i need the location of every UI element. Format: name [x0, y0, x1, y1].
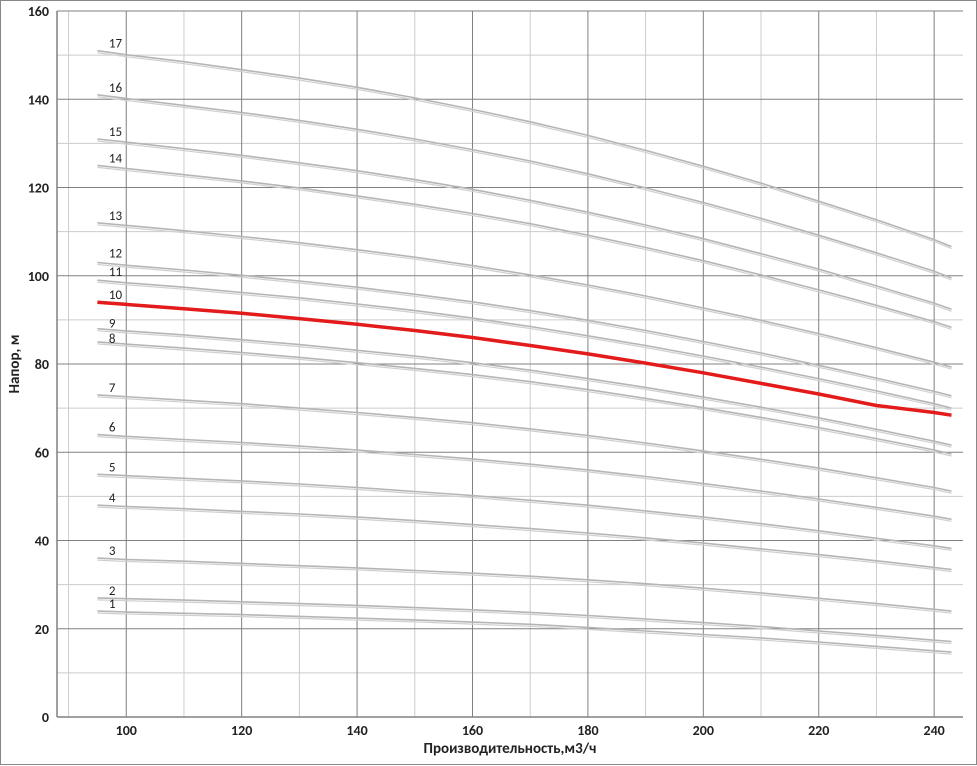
curve-shadow: [97, 600, 951, 644]
curve-shadow: [97, 141, 951, 311]
series-label: 17: [109, 37, 123, 52]
curve-shadow: [97, 97, 951, 280]
y-tick-label: 80: [35, 356, 49, 373]
series-label: 10: [109, 288, 123, 303]
series-label: 8: [109, 332, 116, 347]
series-label: 3: [109, 544, 116, 559]
series-label: 5: [109, 460, 116, 475]
y-tick-label: 160: [28, 3, 49, 20]
pump-curve: [97, 165, 951, 327]
series-label: 9: [109, 317, 116, 332]
x-tick-label: 200: [693, 722, 714, 739]
y-tick-label: 40: [35, 533, 49, 550]
series-label: 2: [109, 584, 116, 599]
x-tick-label: 100: [116, 722, 137, 739]
series-label: 7: [109, 381, 116, 396]
curve-shadow: [97, 437, 951, 522]
chart-container: 100 120 140 160 180 200 220 240 0 20 40 60 80 100 120 1…: [0, 0, 977, 765]
pump-curve: [97, 263, 951, 396]
series-label: 16: [109, 81, 123, 96]
pump-curve: [97, 598, 951, 642]
y-tick-label: 60: [35, 444, 49, 461]
series-label: 15: [109, 125, 122, 140]
y-tick-label: 20: [35, 621, 49, 638]
x-tick-label: 140: [346, 722, 367, 739]
series-label: 1: [109, 597, 116, 612]
pump-curve: [97, 395, 951, 491]
series-label: 14: [109, 151, 123, 166]
series-label: 6: [109, 421, 116, 436]
curve-shadow: [97, 507, 951, 571]
pump-curve: [97, 435, 951, 520]
y-tick-label: 100: [28, 268, 49, 285]
series-label: 13: [109, 209, 123, 224]
curve-shadow: [97, 476, 951, 550]
y-tick-label: 0: [42, 709, 49, 726]
x-tick-label: 120: [231, 722, 252, 739]
x-tick-label: 180: [577, 722, 598, 739]
curve-shadow: [97, 397, 951, 493]
curve-shadow: [97, 225, 951, 369]
pump-curves-plot: 100 120 140 160 180 200 220 240 0 20 40 60 80 100 120 1…: [1, 1, 977, 766]
curve-shadow: [97, 265, 951, 398]
curve-shadow: [97, 560, 951, 613]
y-axis-title: Напор, м: [6, 335, 24, 394]
series-label: 12: [109, 247, 123, 262]
pump-curve: [97, 342, 951, 454]
x-tick-label: 220: [808, 722, 829, 739]
curve-shadow: [97, 344, 951, 456]
y-tick-label: 120: [28, 180, 49, 197]
curve-shadow: [97, 53, 951, 249]
x-tick-label: 160: [462, 722, 483, 739]
pump-curve: [97, 51, 951, 247]
series-label: 11: [109, 265, 122, 280]
x-axis-title: Производительность,м3/ч: [424, 740, 597, 758]
x-tick-label: 240: [923, 722, 944, 739]
pump-curve: [97, 505, 951, 569]
pump-curve-highlight: [97, 302, 951, 415]
series-label: 4: [109, 491, 116, 506]
y-tick-label: 140: [28, 91, 49, 108]
curve-shadow: [97, 167, 951, 329]
